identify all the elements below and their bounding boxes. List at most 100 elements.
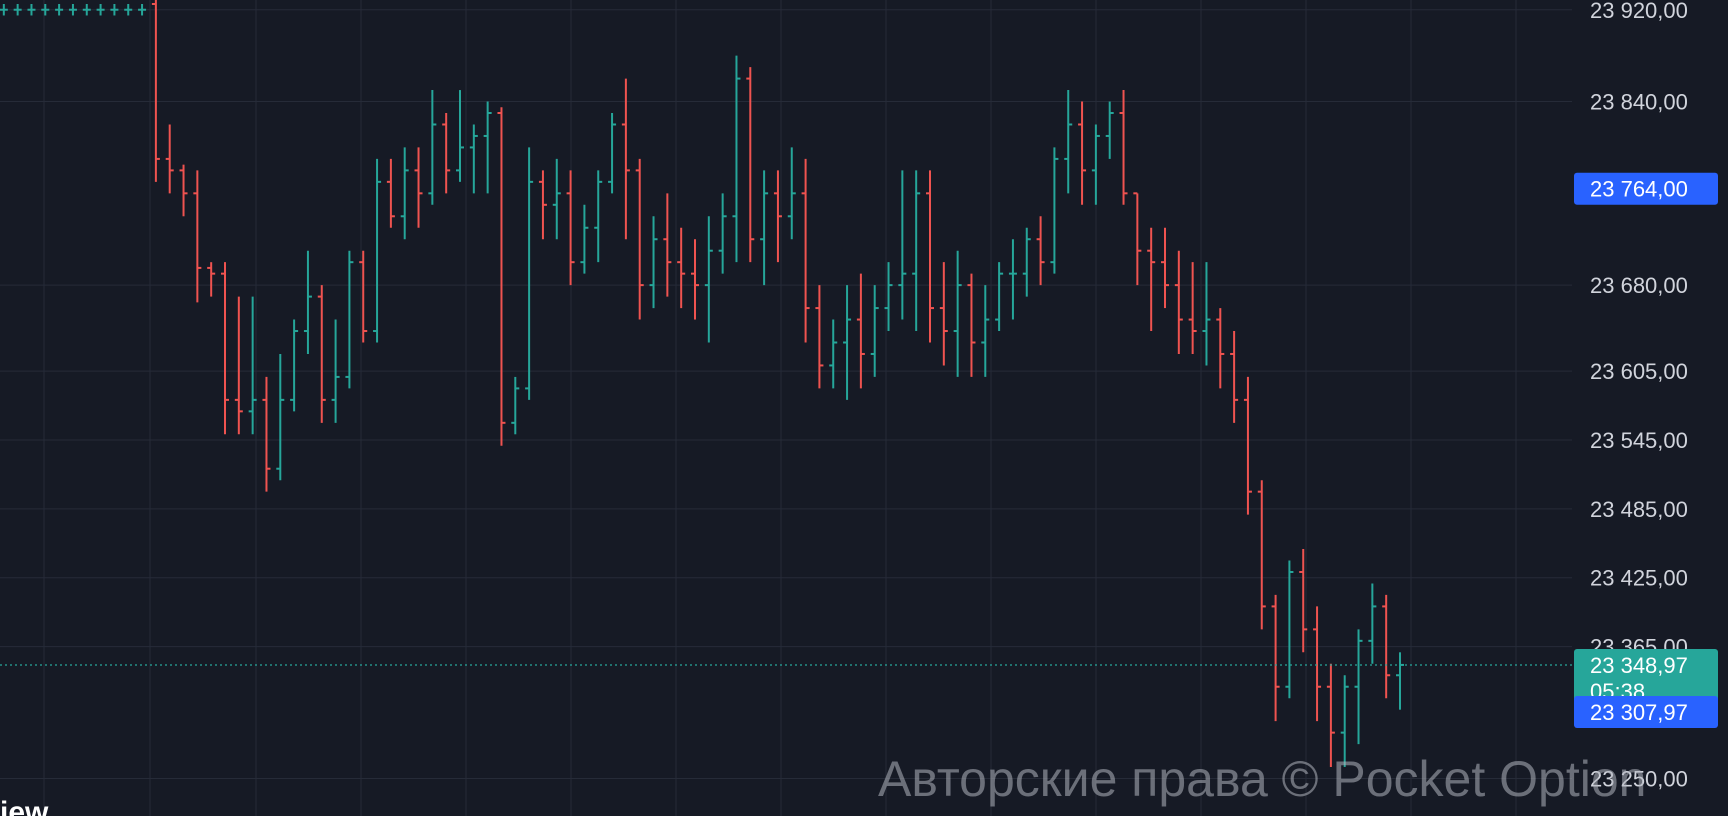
ohlc-bar [912, 170, 921, 332]
y-tick-label: 23 425,00 [1590, 566, 1688, 591]
ohlc-bar [704, 216, 713, 343]
ohlc-bar [1105, 101, 1114, 159]
copyright-watermark: Авторские права © Pocket Option [878, 751, 1646, 807]
ohlc-bar [96, 4, 105, 16]
ohlc-bar [1271, 594, 1280, 722]
ohlc-bar [511, 376, 520, 435]
ohlc-bar [939, 262, 948, 366]
ohlc-bar [442, 113, 451, 194]
ohlc-bar [1174, 250, 1183, 354]
ohlc-bar [1285, 560, 1294, 699]
ohlc-bar [234, 296, 243, 435]
ohlc-bar [691, 239, 699, 320]
ohlc-bar [773, 170, 782, 263]
price-badge: 23 307,97 [1574, 696, 1718, 729]
ohlc-bar [1133, 192, 1142, 286]
ohlc-bar [815, 285, 824, 389]
ohlc-bar [165, 124, 174, 194]
price-badge-label: 23 764,00 [1590, 177, 1688, 202]
ohlc-bar [1216, 308, 1225, 389]
ohlc-bar [0, 4, 8, 16]
ohlc-bar [580, 204, 589, 274]
ohlc-bar [594, 170, 603, 263]
ohlc-bar [967, 273, 976, 377]
ohlc-bar [27, 4, 36, 16]
ohlc-bar [635, 158, 644, 320]
ohlc-bar [677, 227, 686, 309]
price-badge: 23 764,00 [1574, 172, 1718, 205]
price-badge-label: 23 348,97 [1590, 653, 1688, 678]
ohlc-bars [0, 0, 1404, 768]
ohlc-bar [193, 170, 202, 303]
ohlc-bar [41, 4, 50, 16]
ohlc-bar [760, 170, 769, 286]
ohlc-bar [843, 285, 852, 400]
ohlc-bar [898, 170, 907, 320]
ohlc-bar [345, 250, 354, 389]
ohlc-bar [1188, 262, 1197, 354]
ohlc-bar [1078, 101, 1087, 205]
price-badge-label: 23 307,97 [1590, 700, 1688, 725]
ohlc-bar [1161, 227, 1169, 309]
ohlc-bar [829, 319, 838, 389]
ohlc-bar [1368, 583, 1377, 664]
ohlc-bar [1036, 216, 1045, 286]
y-tick-label: 23 680,00 [1590, 273, 1688, 298]
ohlc-bar [1299, 549, 1308, 653]
grid-layer [0, 0, 1572, 816]
ohlc-bar [13, 4, 22, 16]
ohlc-bar [359, 250, 368, 343]
ohlc-bar [787, 147, 796, 240]
ohlc-bar [1340, 675, 1349, 768]
ohlc-bar [1008, 239, 1017, 320]
ohlc-bar [1230, 331, 1239, 423]
ohlc-bar [456, 90, 464, 182]
ohlc-bar [1050, 147, 1059, 274]
y-tick-label: 23 605,00 [1590, 359, 1688, 384]
price-badge-bg [1574, 696, 1718, 729]
ohlc-bar [428, 90, 437, 205]
ohlc-bar [663, 193, 672, 297]
ohlc-bar [1202, 262, 1211, 366]
ohlc-bar [303, 250, 312, 354]
ohlc-bar [221, 262, 229, 435]
ohlc-bar [926, 170, 934, 343]
ohlc-bar [1119, 90, 1128, 205]
ohlc-bar [469, 124, 478, 194]
y-tick-label: 23 840,00 [1590, 90, 1688, 115]
ohlc-bar [566, 170, 575, 286]
ohlc-bar [621, 78, 630, 240]
ohlc-bar [82, 4, 91, 16]
ohlc-bar [552, 158, 561, 240]
ohlc-bar [801, 158, 810, 343]
ohlc-bar [400, 147, 409, 240]
ohlc-bar [746, 67, 755, 263]
ohlc-bar [732, 55, 741, 263]
ohlc-bar [649, 216, 658, 309]
ohlc-bar [276, 353, 285, 481]
ohlc-bar [608, 113, 617, 194]
ohlc-bar [207, 262, 216, 297]
ohlc-bar [262, 376, 271, 492]
ohlc-bar [248, 296, 257, 435]
ohlc-bar [317, 285, 326, 423]
ohlc-bar [138, 4, 147, 16]
ohlc-bar [1326, 663, 1335, 768]
ohlc-bar [124, 4, 133, 16]
ohlc-bar [386, 158, 395, 228]
ohlc-bar [884, 262, 893, 332]
ohlc-bar [1147, 227, 1156, 332]
ohlc-bar [1022, 227, 1031, 297]
ohlc-bar [110, 4, 119, 16]
ohlc-bar [718, 193, 727, 274]
y-tick-label: 23 250,00 [1590, 767, 1688, 792]
ohlc-bar [1064, 90, 1073, 194]
ohlc-bar [1243, 376, 1252, 515]
ohlc-bar [1257, 480, 1266, 630]
ohlc-bar [290, 319, 299, 412]
ohlc-bar [1382, 594, 1391, 699]
ohlc-bar [331, 319, 340, 423]
